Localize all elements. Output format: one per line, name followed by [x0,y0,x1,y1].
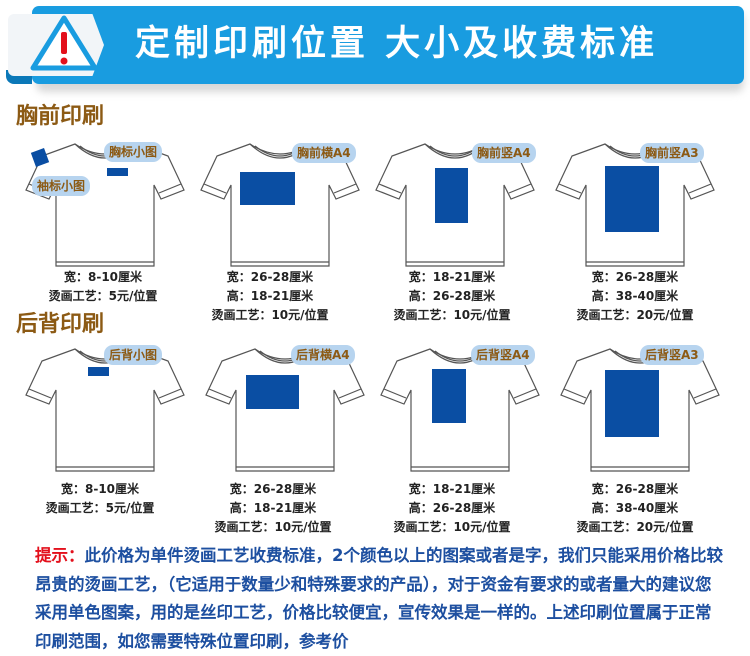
print-position-label: 胸前横A4 [292,143,356,163]
tshirt-card: 后背小图 [20,343,190,478]
print-position-label: 胸前竖A3 [640,143,704,163]
print-area [246,375,299,409]
print-position-label: 胸前竖A4 [472,143,536,163]
page-title: 定制印刷位置 大小及收费标准 [135,24,659,64]
print-area [605,370,659,437]
tshirt-outline [25,348,185,472]
section-title-back: 后背印刷 [16,312,105,337]
spec-line: 烫画工艺：5元/位置 [48,289,158,303]
spec-line: 宽：8-10厘米 [63,270,143,284]
print-area [432,369,466,423]
print-position-label: 后背竖A3 [640,345,704,365]
spec-line: 烫画工艺：10元/位置 [393,520,511,534]
print-area [107,168,128,176]
spec-line: 宽：18-21厘米 [408,270,496,284]
spec-line: 烫画工艺：5元/位置 [45,501,155,515]
header-banner [32,6,744,84]
tshirt-card: 胸前竖A3 [550,138,720,273]
print-position-label: 袖标小图 [32,176,91,196]
spec-line: 宽：18-21厘米 [408,482,496,496]
tshirt-card: 胸前横A4 [195,138,365,273]
size-price-spec: 宽：26-28厘米 高：38-40厘米烫画工艺：20元/位置 [535,480,735,537]
size-price-spec: 宽：18-21厘米 高：26-28厘米烫画工艺：10元/位置 [352,480,552,537]
print-position-label: 后背横A4 [291,345,355,365]
section-title-front: 胸前印刷 [16,104,105,129]
spec-line: 宽：8-10厘米 [60,482,140,496]
tshirt-card: 后背横A4 [200,343,370,478]
spec-line: 烫画工艺：10元/位置 [211,308,329,322]
spec-line: 高：18-21厘米 [226,289,314,303]
size-price-spec: 宽：26-28厘米 高：18-21厘米烫画工艺：10元/位置 [173,480,373,537]
tshirt-card: 胸标小图 袖标小图 [20,138,190,273]
print-position-label: 后背竖A4 [471,345,535,365]
print-area [88,367,109,376]
spec-line: 宽：26-28厘米 [591,270,679,284]
spec-line: 高：38-40厘米 [591,289,679,303]
spec-line: 宽：26-28厘米 [229,482,317,496]
print-area [605,166,659,232]
spec-line: 烫画工艺：10元/位置 [393,308,511,322]
print-area [435,168,468,223]
spec-line: 烫画工艺：10元/位置 [214,520,332,534]
tshirt-card: 胸前竖A4 [370,138,540,273]
tshirt-card: 后背竖A4 [375,343,545,478]
spec-line: 宽：26-28厘米 [226,270,314,284]
spec-line: 烫画工艺：20元/位置 [576,520,694,534]
spec-line: 高：26-28厘米 [408,501,496,515]
size-price-spec: 宽：26-28厘米 高：18-21厘米烫画工艺：10元/位置 [170,268,370,325]
spec-line: 高：18-21厘米 [229,501,317,515]
spec-line: 烫画工艺：20元/位置 [576,308,694,322]
note-body: 此价格为单件烫画工艺收费标准，2个颜色以上的图案或者是字，我们只能采用价格比较昂… [35,546,723,651]
note-text: 提示：此价格为单件烫画工艺收费标准，2个颜色以上的图案或者是字，我们只能采用价格… [35,542,725,656]
note-hint: 提示： [35,546,85,565]
print-position-label: 胸标小图 [104,142,163,162]
warning-triangle-icon [30,15,98,71]
print-position-label: 后背小图 [104,345,163,365]
size-price-spec: 宽：18-21厘米 高：26-28厘米烫画工艺：10元/位置 [352,268,552,325]
spec-line: 宽：26-28厘米 [591,482,679,496]
size-price-spec: 宽：26-28厘米 高：38-40厘米烫画工艺：20元/位置 [535,268,735,325]
spec-line: 高：26-28厘米 [408,289,496,303]
size-price-spec: 宽：8-10厘米烫画工艺：5元/位置 [0,480,200,518]
size-price-spec: 宽：8-10厘米烫画工艺：5元/位置 [3,268,203,306]
tshirt-card: 后背竖A3 [555,343,725,478]
print-area [240,172,295,205]
spec-line: 高：38-40厘米 [591,501,679,515]
